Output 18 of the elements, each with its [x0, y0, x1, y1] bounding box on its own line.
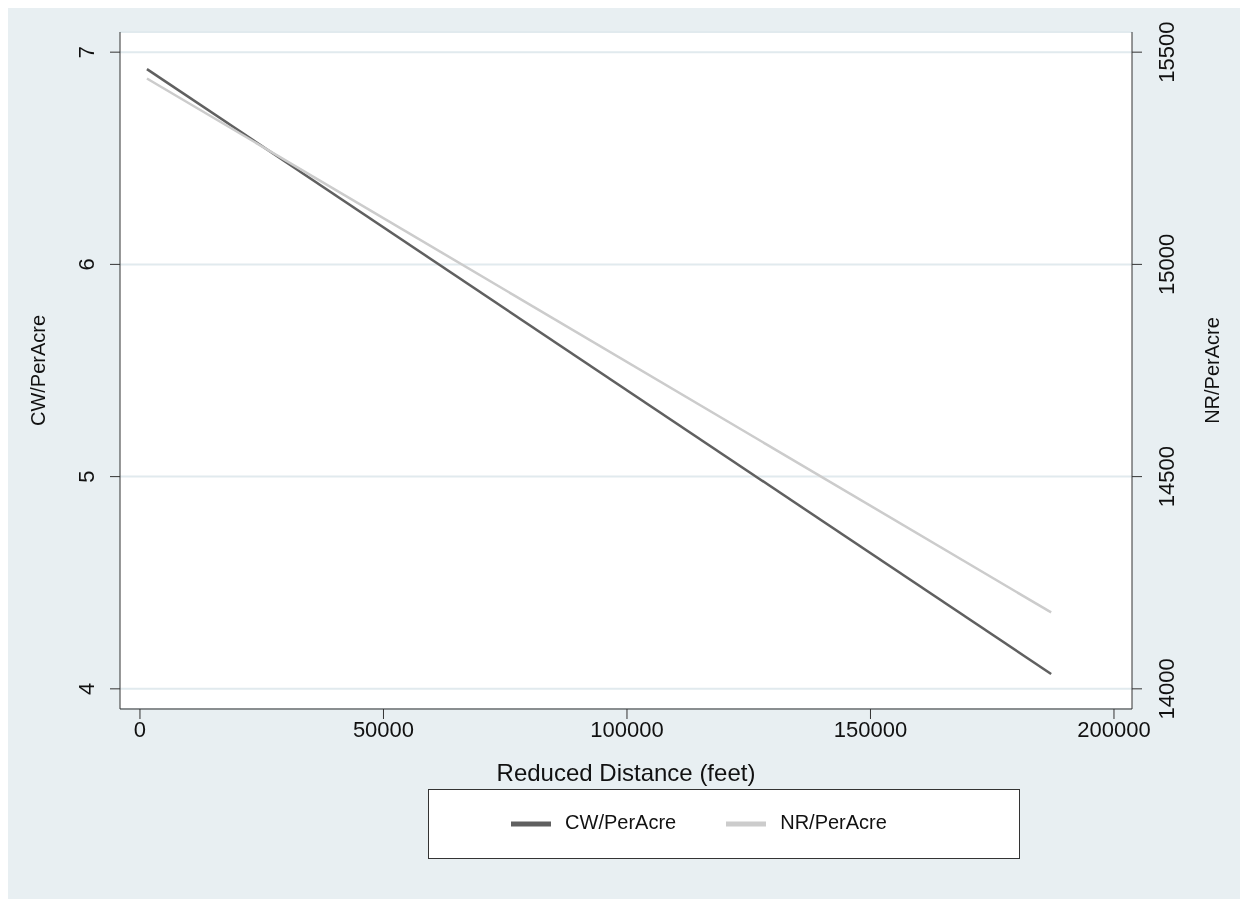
- y2-tick-label: 15500: [1154, 21, 1179, 83]
- x-tick-label: 200000: [1077, 716, 1151, 742]
- y-tick-label: 6: [74, 258, 99, 271]
- y-tick-label: 5: [74, 470, 99, 483]
- y-tick-label: 7: [74, 46, 99, 59]
- y-tick-label: 4: [74, 682, 99, 695]
- y-axis-title: CW/PerAcre: [27, 314, 50, 427]
- legend-label: NR/PerAcre: [780, 811, 887, 834]
- y2-axis-title: NR/PerAcre: [1201, 317, 1224, 424]
- x-tick-label: 150000: [833, 716, 908, 742]
- y2-tick-label: 14000: [1154, 658, 1179, 720]
- x-axis-title: Reduced Distance (feet): [496, 759, 756, 786]
- y2-tick-label: 14500: [1154, 446, 1179, 508]
- y2-tick-label: 15000: [1154, 233, 1179, 295]
- x-tick-label: 100000: [590, 716, 664, 742]
- x-tick-label: 50000: [352, 716, 415, 742]
- legend-label: CW/PerAcre: [565, 811, 677, 834]
- x-tick-label: 0: [133, 716, 147, 742]
